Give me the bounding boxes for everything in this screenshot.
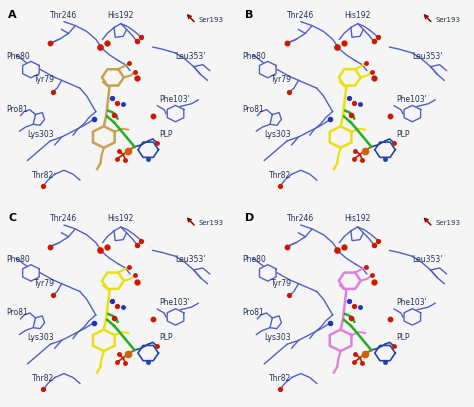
Text: His192: His192 [107,214,134,223]
Text: Thr246: Thr246 [287,11,314,20]
Text: Phe103': Phe103' [396,298,427,307]
Text: Tyr79: Tyr79 [271,75,292,84]
Text: Phe80: Phe80 [243,255,266,264]
Text: Leu353': Leu353' [412,52,443,61]
Text: Tyr79: Tyr79 [34,75,55,84]
Text: C: C [8,213,16,223]
Text: Lys303: Lys303 [27,333,54,342]
Text: Pro81: Pro81 [243,308,264,317]
Text: Leu353': Leu353' [175,255,206,264]
Text: His192: His192 [344,11,370,20]
Text: Thr82: Thr82 [269,171,291,180]
Text: Lys303: Lys303 [264,130,291,139]
Text: Ser193: Ser193 [198,220,223,226]
Text: Pro81: Pro81 [6,105,27,114]
Text: Leu353': Leu353' [412,255,443,264]
Text: PLP: PLP [396,130,410,139]
Text: B: B [245,10,253,20]
Text: Phe103': Phe103' [396,95,427,104]
Text: Phe103': Phe103' [160,95,191,104]
Text: Pro81: Pro81 [243,105,264,114]
Text: Thr82: Thr82 [32,171,55,180]
Text: PLP: PLP [160,333,173,342]
Text: His192: His192 [107,11,134,20]
Text: Phe103': Phe103' [160,298,191,307]
Text: Pro81: Pro81 [6,308,27,317]
Text: D: D [245,213,254,223]
Text: Thr246: Thr246 [50,214,78,223]
Text: PLP: PLP [160,130,173,139]
Text: His192: His192 [344,214,370,223]
Text: A: A [8,10,17,20]
Text: Thr82: Thr82 [32,374,55,383]
Text: Phe80: Phe80 [6,255,30,264]
Text: Tyr79: Tyr79 [34,279,55,288]
Text: Phe80: Phe80 [6,52,30,61]
Text: Tyr79: Tyr79 [271,279,292,288]
Text: Ser193: Ser193 [435,220,460,226]
Text: Lys303: Lys303 [264,333,291,342]
Text: Ser193: Ser193 [198,17,223,23]
Text: Ser193: Ser193 [435,17,460,23]
Text: Thr246: Thr246 [50,11,78,20]
Text: PLP: PLP [396,333,410,342]
Text: Leu353': Leu353' [175,52,206,61]
Text: Lys303: Lys303 [27,130,54,139]
Text: Phe80: Phe80 [243,52,266,61]
Text: Thr82: Thr82 [269,374,291,383]
Text: Thr246: Thr246 [287,214,314,223]
